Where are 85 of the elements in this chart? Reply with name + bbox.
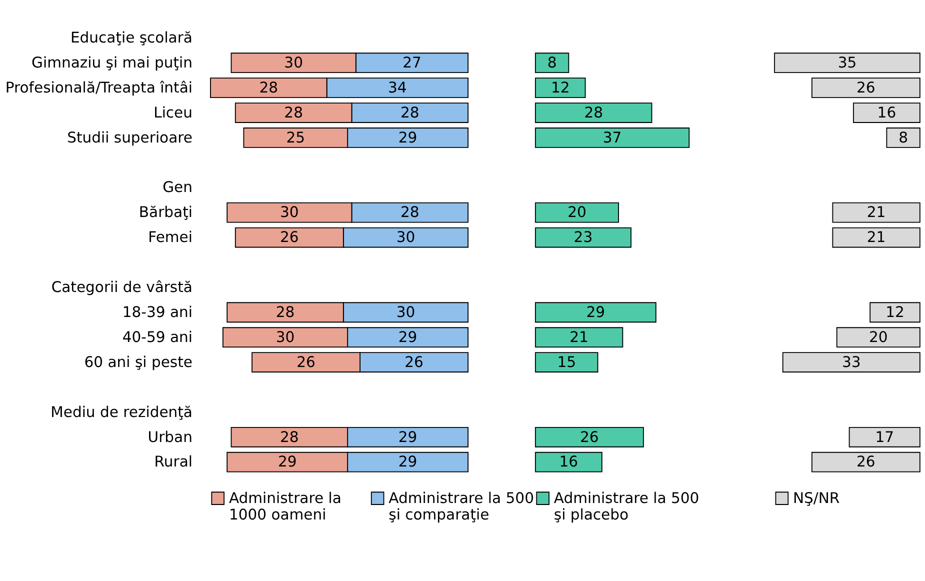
y-tick-label: Urban xyxy=(148,428,192,446)
bar xyxy=(534,52,570,74)
y-tick-label: Studii superioare xyxy=(67,129,192,146)
bar xyxy=(848,426,920,448)
data-label: 28 xyxy=(400,104,420,122)
data-label: 29 xyxy=(586,304,606,321)
bar xyxy=(534,202,619,223)
data-label: 30 xyxy=(396,229,416,246)
bar xyxy=(832,227,920,248)
data-label: 12 xyxy=(550,79,570,96)
data-label: 29 xyxy=(398,129,418,146)
data-label: 30 xyxy=(284,54,303,72)
data-label: 28 xyxy=(259,79,278,96)
bar xyxy=(534,426,644,448)
data-label: 23 xyxy=(574,229,593,246)
data-label: 30 xyxy=(280,204,299,222)
y-tick-label: Liceu xyxy=(154,104,192,122)
bar xyxy=(886,128,920,148)
data-label: 26 xyxy=(856,454,876,471)
data-label: 20 xyxy=(568,204,586,222)
legend-label: Administrare la 500 şi comparaţie xyxy=(388,490,534,524)
bar xyxy=(870,302,920,323)
data-label: 33 xyxy=(842,354,861,371)
y-tick-label: Femei xyxy=(148,229,192,246)
data-label: 21 xyxy=(866,229,886,246)
y-tick-label: Bărbaţi xyxy=(138,204,192,222)
bar xyxy=(534,102,652,123)
y-tick-label: 18-39 ani xyxy=(122,304,192,321)
data-label: 26 xyxy=(404,354,424,371)
data-label: 8 xyxy=(547,54,557,72)
data-label: 26 xyxy=(296,354,316,371)
bar xyxy=(534,352,598,372)
bar xyxy=(811,78,920,98)
data-label: 17 xyxy=(875,428,894,446)
data-label: 28 xyxy=(584,104,603,122)
bar xyxy=(534,327,624,348)
data-label: 30 xyxy=(396,304,416,321)
data-label: 15 xyxy=(557,354,576,371)
y-tick-label: 60 ani şi peste xyxy=(84,354,192,371)
data-label: 8 xyxy=(898,129,908,146)
bar xyxy=(832,202,920,223)
y-tick-label: Profesională/Treapta întâi xyxy=(5,79,192,96)
bar xyxy=(782,352,920,372)
bar xyxy=(774,52,920,74)
y-tick-label: Gen xyxy=(162,179,192,196)
data-label: 34 xyxy=(388,79,407,96)
data-label: 30 xyxy=(276,328,295,346)
legend-label: NŞ/NR xyxy=(792,490,840,507)
data-label: 20 xyxy=(868,328,888,346)
data-label: 12 xyxy=(886,304,904,321)
legend-label: Administrare la 1000 oameni xyxy=(228,490,342,524)
data-label: 29 xyxy=(398,454,418,471)
data-label: 28 xyxy=(400,204,420,222)
y-tick-label: 40-59 ani xyxy=(122,328,192,346)
y-tick-label: Categorii de vârstă xyxy=(51,279,192,296)
legend-label: Administrare la 500 şi placebo xyxy=(554,490,700,524)
data-label: 35 xyxy=(838,54,857,72)
y-tick-label: Educaţie şcolară xyxy=(70,30,192,47)
data-label: 28 xyxy=(284,104,303,122)
data-label: 25 xyxy=(286,129,306,146)
data-label: 37 xyxy=(602,129,622,146)
data-label: 26 xyxy=(580,428,599,446)
data-label: 21 xyxy=(866,204,886,222)
data-label: 21 xyxy=(570,328,588,346)
y-tick-label: Gimnaziu şi mai puţin xyxy=(32,54,192,72)
data-label: 16 xyxy=(559,454,578,471)
data-label: 29 xyxy=(398,328,418,346)
bar xyxy=(852,102,920,123)
data-label: 29 xyxy=(398,428,418,446)
data-label: 29 xyxy=(278,454,297,471)
bar xyxy=(534,302,656,323)
bar xyxy=(534,78,586,98)
data-label: 26 xyxy=(856,79,876,96)
data-label: 26 xyxy=(280,229,299,246)
y-tick-label: Rural xyxy=(154,454,192,471)
y-tick-label: Mediu de rezidenţă xyxy=(50,404,192,421)
data-label: 27 xyxy=(402,54,422,72)
bar xyxy=(534,227,632,248)
data-label: 28 xyxy=(276,304,295,321)
bar xyxy=(534,128,690,148)
data-label: 28 xyxy=(280,428,299,446)
data-label: 16 xyxy=(877,104,896,122)
bar xyxy=(836,327,920,348)
bar xyxy=(534,452,602,472)
bar xyxy=(811,452,920,472)
